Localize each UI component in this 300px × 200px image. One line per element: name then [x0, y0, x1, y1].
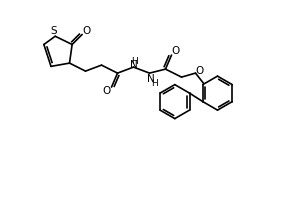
Text: O: O [171, 46, 180, 56]
Text: O: O [82, 26, 90, 36]
Text: H: H [151, 79, 158, 88]
Text: H: H [131, 57, 138, 66]
Text: O: O [102, 86, 111, 96]
Text: O: O [195, 66, 204, 76]
Text: N: N [130, 60, 137, 70]
Text: N: N [147, 74, 154, 84]
Text: S: S [50, 26, 56, 36]
